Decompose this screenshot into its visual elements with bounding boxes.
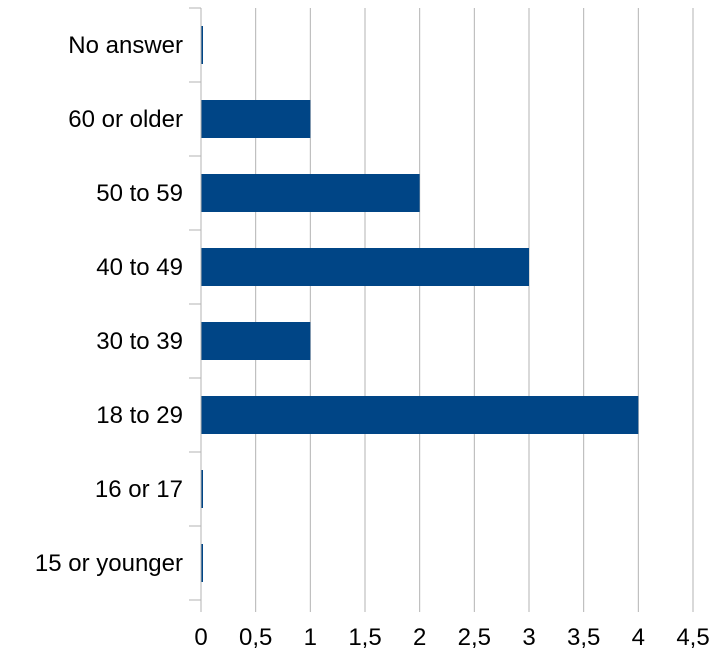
x-tick-label: 3 — [522, 624, 535, 648]
x-tick-label: 2 — [413, 624, 426, 648]
x-tick-label: 1 — [304, 624, 317, 648]
bar — [201, 248, 529, 286]
bar — [201, 322, 311, 360]
bar — [201, 544, 203, 582]
bar — [201, 396, 639, 434]
bar — [201, 174, 420, 212]
y-category-label: 60 or older — [68, 106, 183, 133]
bar — [201, 470, 203, 508]
bars — [201, 26, 639, 582]
y-category-label: No answer — [68, 32, 183, 59]
y-category-label: 15 or younger — [35, 550, 183, 577]
y-category-label: 40 to 49 — [96, 254, 183, 281]
y-category-label: 18 to 29 — [96, 402, 183, 429]
x-tick-label: 0 — [194, 624, 207, 648]
labels: 0 0,5 1 1,5 2 2,5 3 3,5 4 4,5 No answer 60 or older… — [35, 32, 710, 651]
x-tick-label: 0,5 — [239, 624, 272, 648]
bar — [201, 26, 203, 64]
y-category-label: 30 to 39 — [96, 328, 183, 355]
x-tick-label: 3,5 — [567, 624, 600, 648]
x-tick-label: 1,5 — [348, 624, 381, 648]
y-category-label: 16 or 17 — [95, 476, 183, 503]
x-tick-label: 2,5 — [458, 624, 491, 648]
axes — [189, 7, 694, 612]
x-tick-label: 4 — [632, 624, 645, 648]
x-tick-label: 4,5 — [676, 624, 709, 648]
bar — [201, 100, 311, 138]
grid-lines — [255, 8, 694, 600]
y-category-label: 50 to 59 — [96, 180, 183, 207]
